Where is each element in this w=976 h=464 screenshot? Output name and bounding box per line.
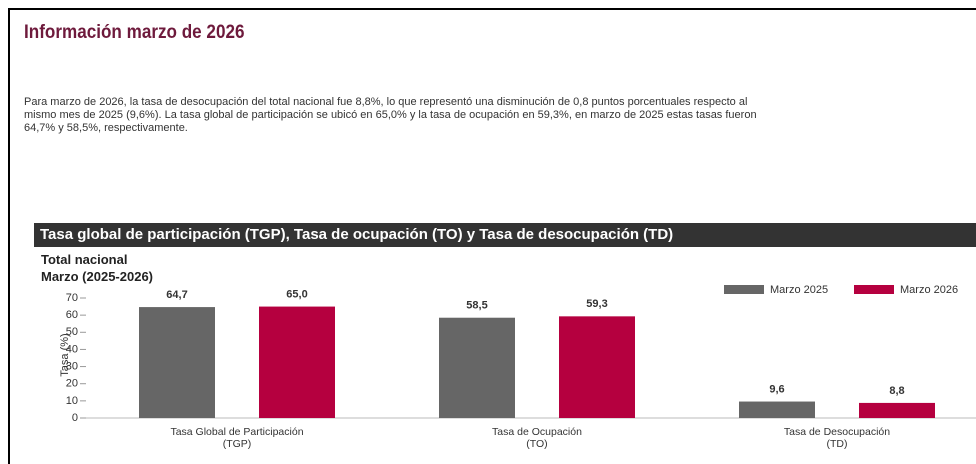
value-label: 8,8 [889, 385, 904, 397]
legend-swatch [724, 285, 764, 294]
legend-label: Marzo 2025 [770, 284, 828, 296]
chart-subtitle: Total nacional [41, 252, 128, 267]
chart-title: Tasa global de participación (TGP), Tasa… [34, 223, 976, 247]
value-label: 59,3 [586, 298, 607, 310]
x-tick-label: Tasa de Ocupación (TO) [492, 426, 582, 450]
bar [439, 317, 515, 418]
paragraph-line: mismo mes de 2025 (9,6%). La tasa global… [24, 109, 757, 121]
bar [559, 316, 635, 418]
y-tick-label: 70 [66, 292, 78, 304]
y-tick-label: 10 [66, 395, 78, 407]
paragraph-line: Para marzo de 2026, la tasa de desocupac… [24, 96, 748, 108]
value-label: 9,6 [769, 383, 784, 395]
paragraph-line: 64,7% y 58,5%, respectivamente. [24, 122, 188, 134]
legend-swatch [854, 285, 894, 294]
bar [859, 402, 935, 418]
value-label: 64,7 [166, 289, 187, 301]
y-tick-label: 30 [66, 360, 78, 372]
frame: Información marzo de 2026 Para marzo de … [8, 8, 976, 464]
chart: Tasa (%) 0 10 20 30 40 50 60 70 Marzo 2025 Marzo … [59, 284, 976, 424]
y-axis-title: Tasa (%) [59, 333, 71, 376]
y-tick-label: 40 [66, 343, 78, 355]
x-tick-label: Tasa Global de Participación (TGP) [170, 426, 304, 450]
x-tick-label: Tasa de Desocupación (TD) [783, 426, 891, 450]
legend-label: Marzo 2026 [900, 284, 958, 296]
bar [259, 306, 335, 418]
y-tick-label: 50 [66, 326, 78, 338]
y-tick-label: 0 [72, 412, 78, 424]
chart-subtitle: Marzo (2025-2026) [41, 269, 153, 284]
paragraph: Para marzo de 2026, la tasa de desocupac… [24, 96, 976, 135]
y-tick-label: 60 [66, 309, 78, 321]
value-label: 65,0 [286, 288, 307, 300]
value-label: 58,5 [466, 300, 487, 312]
bar [739, 401, 815, 418]
y-tick-label: 20 [66, 378, 78, 390]
page-title: Información marzo de 2026 [24, 22, 245, 43]
bar [139, 307, 215, 418]
